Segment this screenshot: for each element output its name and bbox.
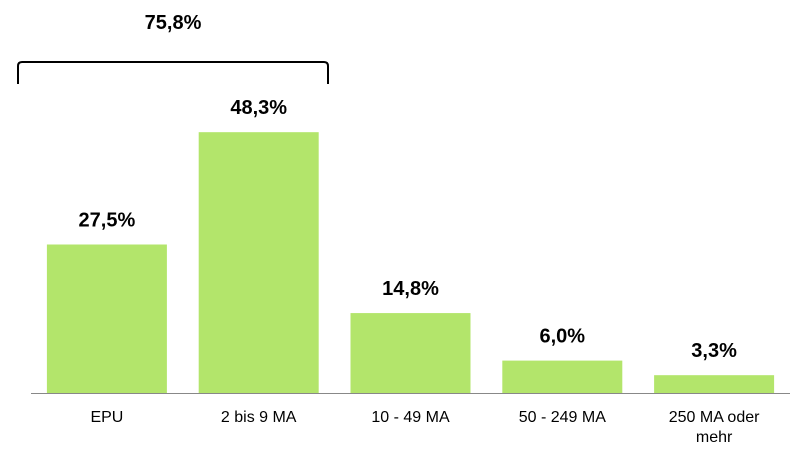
x-tick-label: EPU: [90, 409, 124, 426]
bar: [46, 244, 167, 393]
value-label: 3,3%: [691, 340, 737, 362]
bracket: [17, 61, 329, 84]
x-tick-label: 2 bis 9 MA: [220, 409, 297, 426]
value-label: 6,0%: [540, 326, 586, 348]
bar: [502, 360, 623, 393]
x-tick-label: 10 - 49 MA: [371, 409, 450, 426]
bar: [350, 313, 471, 393]
x-tick-label: 50 - 249 MA: [518, 409, 606, 426]
value-label: 27,5%: [79, 210, 136, 232]
bar: [198, 132, 319, 393]
bar: [654, 375, 775, 393]
annotation: 75,8%: [145, 12, 202, 34]
value-label: 14,8%: [382, 278, 439, 300]
value-label: 48,3%: [230, 97, 287, 119]
x-tick-label: 250 MA oder mehr: [668, 409, 760, 446]
